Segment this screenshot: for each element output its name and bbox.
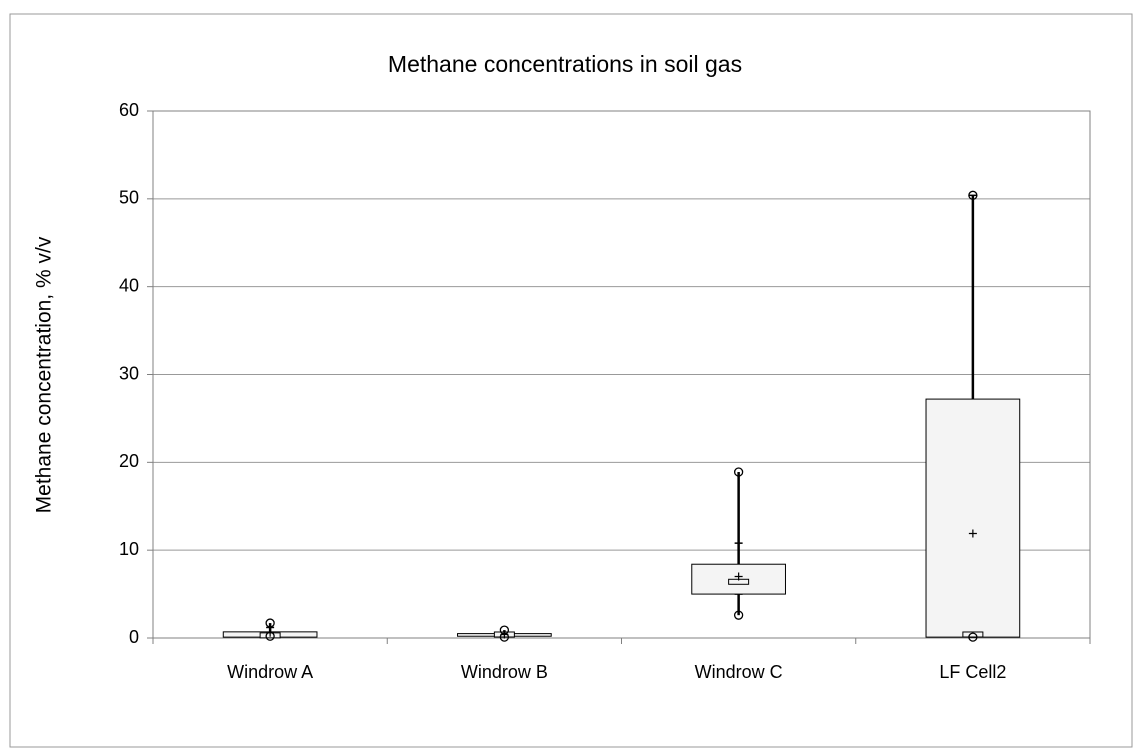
min-point xyxy=(733,610,744,620)
x-tick-label: Windrow A xyxy=(227,662,313,682)
max-point xyxy=(968,190,978,200)
x-tick-label: Windrow B xyxy=(461,662,548,682)
min-point xyxy=(499,632,510,642)
max-point xyxy=(499,625,510,635)
y-axis-label: Methane concentration, % v/v xyxy=(33,236,56,513)
box xyxy=(925,398,1021,638)
chart-title: Methane concentrations in soil gas xyxy=(388,51,742,77)
y-tick-label: 40 xyxy=(119,275,139,295)
x-tick-label: Windrow C xyxy=(695,662,783,682)
mean xyxy=(968,529,977,538)
y-tick-label: 10 xyxy=(119,539,139,559)
max-point xyxy=(733,467,744,477)
y-tick-label: 30 xyxy=(119,363,139,383)
y-tick-label: 50 xyxy=(119,188,139,208)
min-point xyxy=(265,631,275,641)
y-tick-label: 60 xyxy=(119,100,139,120)
max-point xyxy=(265,618,275,628)
mean xyxy=(734,572,743,581)
median xyxy=(962,631,984,638)
min-point xyxy=(968,632,978,642)
y-tick-label: 20 xyxy=(119,451,139,471)
y-tick-label: 0 xyxy=(129,627,139,647)
x-tick-label: LF Cell2 xyxy=(939,662,1006,682)
